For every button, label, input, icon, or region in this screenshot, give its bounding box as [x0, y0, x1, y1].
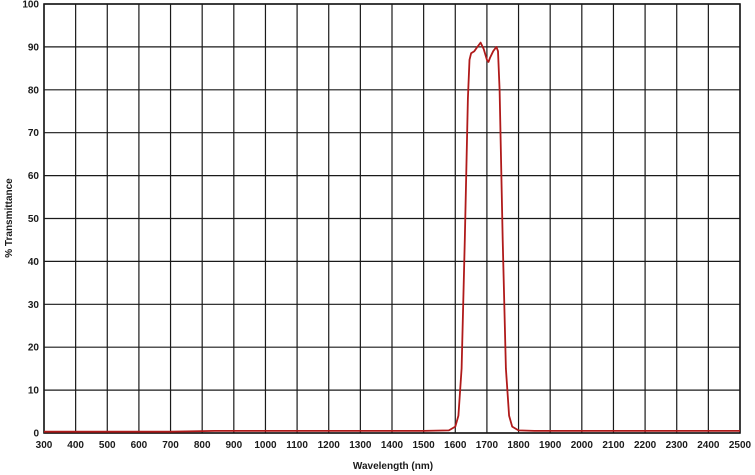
x-tick-label: 2400 [697, 440, 720, 451]
y-tick-label: 70 [28, 128, 40, 139]
x-tick-label: 1300 [349, 440, 372, 451]
x-tick-label: 600 [131, 440, 148, 451]
y-tick-label: 10 [28, 386, 40, 397]
x-tick-label: 1800 [507, 440, 530, 451]
x-tick-label: 1200 [318, 440, 341, 451]
y-tick-labels: 0 10 20 30 40 50 60 70 80 90 100 [22, 0, 39, 440]
x-tick-label: 800 [194, 440, 211, 451]
x-tick-label: 2300 [666, 440, 689, 451]
grid [43, 3, 741, 434]
y-tick-label: 30 [28, 300, 40, 311]
x-tick-label: 900 [225, 440, 242, 451]
x-tick-label: 1100 [286, 440, 308, 451]
y-tick-label: 60 [28, 171, 40, 182]
x-axis-label: Wavelength (nm) [353, 461, 433, 472]
y-tick-label: 0 [33, 429, 39, 440]
x-tick-label: 300 [36, 440, 53, 451]
y-axis-label: % Transmittance [4, 178, 15, 258]
x-tick-label: 2000 [571, 440, 594, 451]
x-tick-label: 2500 [729, 440, 752, 451]
x-tick-label: 1000 [254, 440, 277, 451]
x-tick-labels: 300 400 500 600 700 800 900 1000 1100 1200 1300 140… [36, 440, 752, 451]
x-tick-label: 500 [99, 440, 116, 451]
y-tick-label: 40 [28, 257, 40, 268]
x-tick-label: 400 [67, 440, 84, 451]
y-tick-label: 50 [28, 214, 40, 225]
y-tick-label: 80 [28, 85, 40, 96]
plot-frame [43, 3, 741, 434]
y-tick-label: 20 [28, 343, 40, 354]
x-tick-label: 1900 [539, 440, 562, 451]
x-tick-label: 1700 [476, 440, 499, 451]
x-tick-label: 1500 [413, 440, 436, 451]
series-layer [44, 41, 740, 433]
x-tick-label: 1600 [444, 440, 467, 451]
x-tick-label: 2100 [602, 440, 625, 451]
x-tick-label: 1400 [381, 440, 404, 451]
series-line-transmittance [44, 41, 740, 433]
x-tick-label: 700 [162, 440, 179, 451]
x-tick-label: 2200 [634, 440, 657, 451]
y-tick-label: 100 [22, 0, 39, 11]
y-tick-label: 90 [28, 42, 40, 53]
